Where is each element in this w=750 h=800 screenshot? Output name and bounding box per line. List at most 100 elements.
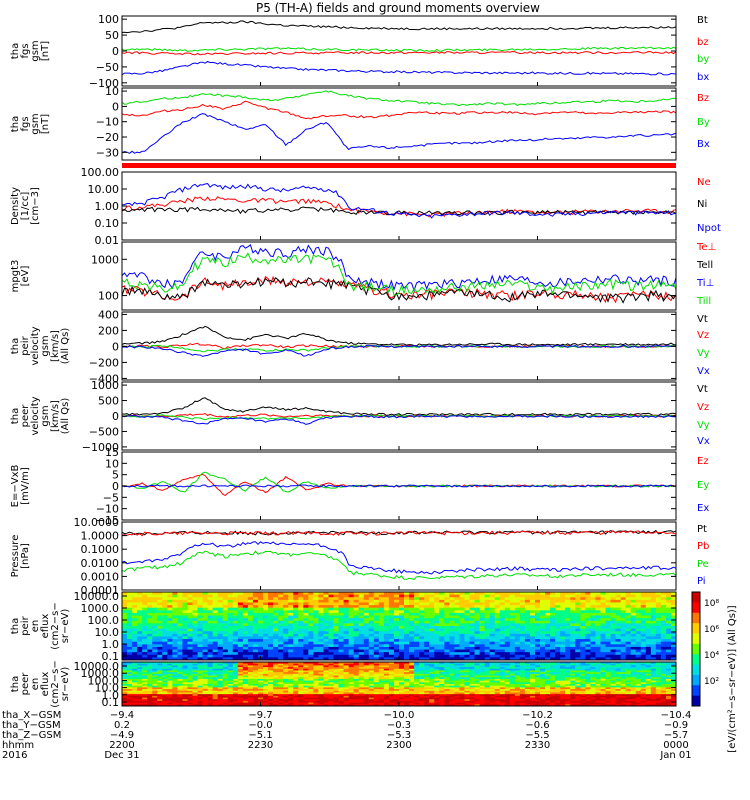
heat-cell <box>383 699 390 702</box>
heat-cell <box>167 704 173 707</box>
heat-cell <box>338 592 344 596</box>
heat-cell <box>630 649 637 653</box>
heat-cell <box>419 692 425 695</box>
heat-cell <box>207 665 214 668</box>
heat-cell <box>429 636 435 640</box>
heat-cell <box>660 607 667 611</box>
heat-cell <box>600 649 606 653</box>
heat-cell <box>268 702 274 705</box>
heat-cell <box>268 605 274 609</box>
heat-cell <box>665 633 672 637</box>
heat-cell <box>645 607 652 611</box>
heat-cell <box>127 631 133 635</box>
heat-cell <box>177 631 183 635</box>
heat-cell <box>353 626 360 630</box>
heat-cell <box>187 697 193 700</box>
heat-cell <box>439 607 445 611</box>
heat-cell <box>202 694 209 697</box>
heat-cell <box>404 700 410 704</box>
heat-cell <box>399 649 405 653</box>
heat-cell <box>303 687 309 690</box>
heat-cell <box>217 652 224 656</box>
heat-cell <box>247 700 254 704</box>
heat-cell <box>207 602 214 606</box>
heat-cell <box>353 605 360 609</box>
heat-cell <box>474 667 480 670</box>
heat-cell <box>469 607 475 611</box>
heat-cell <box>132 628 138 632</box>
heat-cell <box>444 668 450 671</box>
heat-cell <box>393 663 400 666</box>
heat-cell <box>257 694 264 697</box>
heat-cell <box>529 610 536 614</box>
heat-cell <box>404 689 410 692</box>
heat-cell <box>207 682 214 685</box>
heat-cell <box>197 690 203 693</box>
heat-cell <box>232 689 239 692</box>
heat-cell <box>212 610 219 614</box>
heat-cell <box>399 623 405 627</box>
heat-cell <box>383 602 390 606</box>
heat-cell <box>242 628 249 632</box>
heat-cell <box>318 678 324 682</box>
heat-cell <box>434 700 440 704</box>
heat-cell <box>303 649 309 653</box>
heat-cell <box>590 641 596 645</box>
heat-cell <box>157 672 163 675</box>
heat-cell <box>404 631 410 635</box>
heat-cell <box>127 673 133 676</box>
heat-cell <box>670 626 677 630</box>
heat-cell <box>605 615 611 619</box>
heat-cell <box>484 620 491 624</box>
heat-cell <box>399 699 405 702</box>
heat-cell <box>454 636 460 640</box>
heat-cell <box>313 592 319 596</box>
heat-cell <box>187 702 193 705</box>
heat-cell <box>383 670 390 673</box>
heat-cell <box>288 631 294 635</box>
heat-cell <box>665 646 672 650</box>
heat-cell <box>328 672 334 675</box>
heat-cell <box>409 668 415 671</box>
heat-cell <box>308 682 314 685</box>
heat-cell <box>142 687 148 690</box>
heat-cell <box>660 646 667 650</box>
heat-cell <box>242 597 249 601</box>
heat-cell <box>122 652 128 656</box>
heat-cell <box>655 636 662 640</box>
heat-cell <box>419 677 425 680</box>
heat-cell <box>449 623 455 627</box>
heat-cell <box>645 657 652 661</box>
heat-cell <box>278 697 284 700</box>
heat-cell <box>368 694 375 697</box>
heat-cell <box>363 607 370 611</box>
heat-cell <box>288 704 294 707</box>
heat-cell <box>273 636 279 640</box>
heat-cell <box>293 594 299 598</box>
heat-cell <box>167 692 173 695</box>
y-axis-label: [nT] <box>40 41 51 61</box>
heat-cell <box>625 602 632 606</box>
heat-cell <box>222 631 229 635</box>
heat-cell <box>459 649 465 653</box>
heat-cell <box>137 628 143 632</box>
heat-cell <box>328 633 334 637</box>
heat-cell <box>263 610 269 614</box>
heat-cell <box>137 626 143 630</box>
heat-cell <box>338 694 344 697</box>
heat-cell <box>137 636 143 640</box>
heat-cell <box>393 675 400 678</box>
heat-cell <box>293 668 299 671</box>
heat-cell <box>399 668 405 671</box>
heat-cell <box>399 628 405 632</box>
heat-cell <box>479 620 486 624</box>
heat-cell <box>227 633 234 637</box>
heat-cell <box>177 675 183 678</box>
heat-cell <box>399 610 405 614</box>
heat-cell <box>273 654 279 658</box>
heat-cell <box>137 695 143 698</box>
heat-cell <box>323 636 329 640</box>
heat-cell <box>288 618 294 622</box>
heat-cell <box>444 662 450 665</box>
heat-cell <box>459 636 465 640</box>
